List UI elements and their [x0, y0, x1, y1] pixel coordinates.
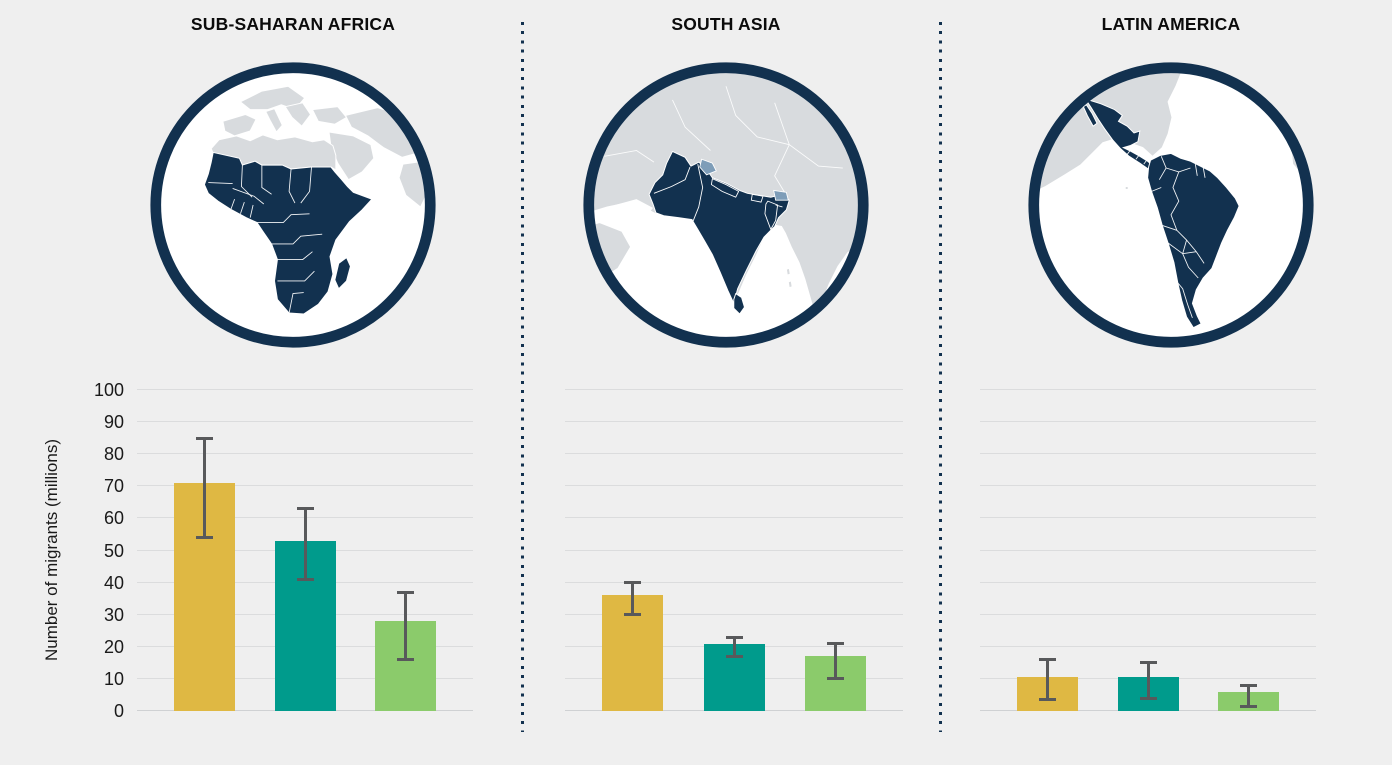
gridline [565, 453, 903, 455]
panel-title-sub-saharan-africa: SUB-SAHARAN AFRICA [190, 14, 396, 34]
globe-ring [583, 62, 869, 348]
error-bar-line [202, 438, 206, 538]
south-asia-globe-icon [583, 62, 869, 348]
error-bar-line [404, 592, 408, 660]
gridline [980, 485, 1316, 487]
error-bar-line [833, 643, 837, 679]
gridline [565, 613, 903, 615]
gridline [980, 581, 1316, 583]
gridline [137, 421, 473, 423]
error-bar-cap [1139, 696, 1157, 700]
y-tick-label: 80 [103, 444, 124, 465]
gridline [137, 485, 473, 487]
error-bar-line [1247, 685, 1251, 707]
gridline [565, 421, 903, 423]
gridline [980, 645, 1316, 647]
error-bar-cap [624, 581, 642, 585]
error-bar-cap [826, 642, 844, 646]
error-bar-cap [195, 536, 213, 540]
error-bar-cap [1240, 683, 1258, 687]
panel-title-latin-america: LATIN AMERICA [1101, 14, 1241, 34]
error-bar-cap [1038, 698, 1056, 702]
gridline [137, 453, 473, 455]
error-bar-cap [397, 658, 415, 662]
error-bar-cap [397, 590, 415, 594]
gridline [565, 389, 903, 390]
error-bar-cap [1038, 658, 1056, 662]
gridline [980, 389, 1316, 390]
dotted-divider [939, 22, 942, 732]
africa-highlight-map [203, 85, 428, 315]
error-bar-cap [725, 654, 743, 658]
bar-chart-sub-saharan-africa [137, 389, 473, 711]
y-tick-label: 40 [103, 572, 124, 593]
error-bar-cap [195, 436, 213, 440]
gridline [565, 581, 903, 583]
error-bar-line [631, 582, 635, 615]
gridline [565, 485, 903, 487]
y-axis-tick-labels: 0 10 20 30 40 50 60 70 80 90 100 [0, 380, 124, 721]
dotted-divider [521, 22, 524, 732]
error-bar-cap [826, 677, 844, 681]
error-bar-cap [296, 577, 314, 581]
error-bar-line [1045, 659, 1049, 700]
gridline [980, 517, 1316, 519]
y-tick-label: 60 [103, 508, 124, 529]
y-tick-label: 0 [113, 701, 124, 721]
y-tick-label: 20 [103, 636, 124, 657]
bar-chart-south-asia [565, 389, 903, 711]
gridline [565, 517, 903, 519]
y-tick-label: 90 [103, 412, 124, 433]
gridline [565, 549, 903, 551]
gridline [137, 389, 473, 390]
y-tick-label: 50 [103, 540, 124, 561]
error-bar-cap [725, 635, 743, 639]
error-bar-line [1146, 662, 1150, 699]
panel-title-south-asia: SOUTH ASIA [671, 14, 781, 34]
gridline [980, 421, 1316, 423]
latin-america-globe-icon [1028, 62, 1314, 348]
africa-globe-icon [150, 62, 436, 348]
gridline [980, 613, 1316, 615]
y-tick-label: 10 [103, 668, 124, 689]
gridline [980, 453, 1316, 455]
error-bar-line [732, 637, 736, 657]
bar-chart-latin-america [980, 389, 1316, 711]
globe-ring [1028, 62, 1314, 348]
gridline [980, 549, 1316, 551]
error-bar-cap [1240, 704, 1258, 708]
error-bar-line [303, 508, 307, 580]
error-bar-cap [1139, 661, 1157, 665]
y-tick-label: 100 [93, 380, 124, 400]
error-bar-cap [624, 613, 642, 617]
y-tick-label: 30 [103, 604, 124, 625]
globe-ring [150, 62, 436, 348]
error-bar-cap [296, 507, 314, 511]
y-tick-label: 70 [103, 476, 124, 497]
